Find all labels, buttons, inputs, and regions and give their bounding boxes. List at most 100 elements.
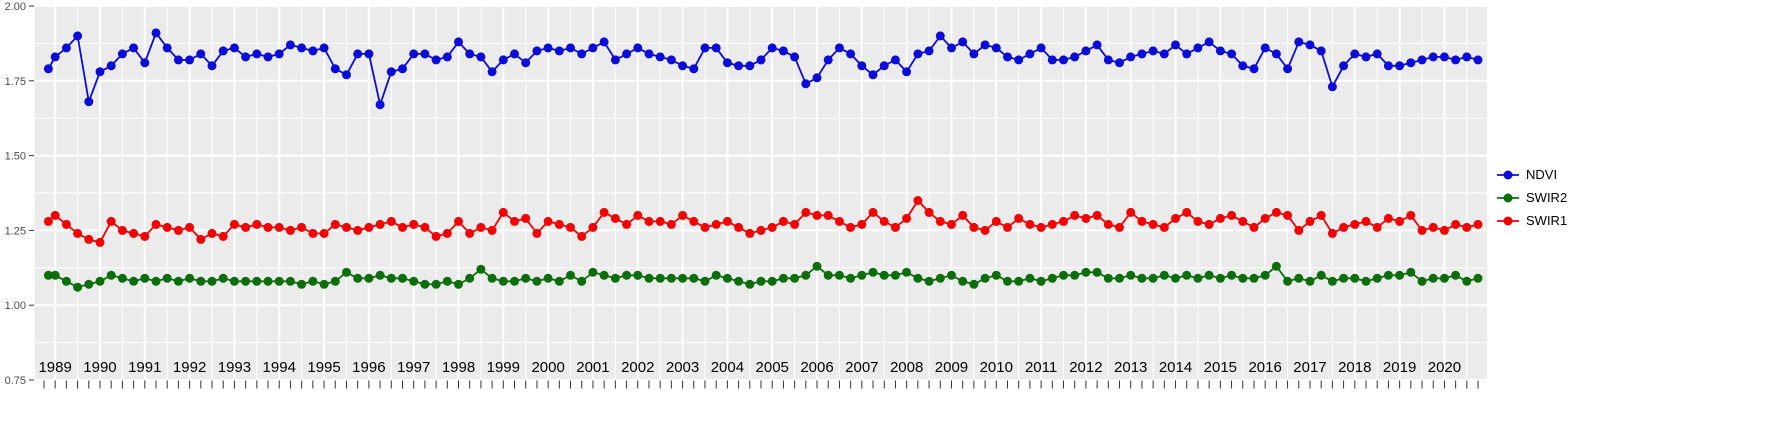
x-tick-label: 2013 [1114,359,1147,376]
series-point-swir2 [61,276,71,286]
series-point-swir1 [1316,210,1326,220]
series-point-swir1 [868,207,878,217]
series-point-swir1 [73,228,83,238]
legend-key-icon [1497,216,1519,226]
series-point-swir2 [308,276,318,286]
series-point-swir2 [263,276,273,286]
series-point-swir1 [297,222,307,232]
series-point-swir2 [801,270,811,280]
series-point-swir1 [1473,219,1483,229]
series-point-ndvi [1451,55,1461,65]
series-point-swir1 [913,196,923,205]
series-point-ndvi [308,46,318,56]
series-point-ndvi [700,43,710,53]
series-point-ndvi [543,43,553,53]
series-point-ndvi [991,43,1001,53]
series-point-ndvi [1271,49,1281,59]
series-point-ndvi [1047,55,1057,65]
series-point-swir2 [1171,273,1180,283]
series-point-swir2 [1451,270,1461,280]
x-tick-label: 2006 [800,359,833,376]
series-point-swir2 [409,276,419,286]
series-point-ndvi [1159,49,1169,59]
series-point-swir1 [342,222,351,232]
series-point-ndvi [196,49,206,59]
series-point-swir1 [1383,213,1393,223]
series-point-ndvi [117,49,127,59]
series-point-ndvi [1126,52,1136,62]
series-point-ndvi [476,52,486,62]
series-point-swir2 [1439,273,1449,283]
legend-key-icon [1497,170,1519,180]
series-point-swir2 [129,276,139,286]
series-point-swir1 [263,222,273,232]
series-point-ndvi [1182,49,1192,59]
series-point-swir2 [140,273,150,283]
series-point-swir1 [655,216,665,226]
series-point-swir1 [1137,216,1147,226]
series-point-ndvi [229,43,239,53]
series-point-swir2 [566,270,575,280]
series-point-ndvi [1014,55,1024,65]
series-point-ndvi [711,43,721,53]
series-point-swir2 [734,276,744,286]
series-point-swir1 [1059,216,1068,226]
series-point-ndvi [442,52,452,62]
series-point-swir1 [95,237,105,247]
series-point-swir2 [1047,273,1057,283]
series-point-swir1 [812,210,822,220]
x-tick-label: 2012 [1069,359,1102,376]
series-point-swir2 [1428,273,1438,283]
series-point-swir1 [364,222,374,232]
x-tick-label: 1994 [263,359,296,376]
series-point-swir1 [1148,219,1158,229]
series-point-ndvi [577,49,587,59]
series-point-ndvi [252,49,262,59]
x-tick-label: 1999 [487,359,520,376]
series-point-swir1 [431,231,441,241]
series-point-ndvi [342,70,351,80]
series-point-ndvi [554,46,564,56]
series-point-ndvi [633,43,643,53]
series-point-swir2 [1271,261,1281,271]
series-point-ndvi [588,43,598,53]
series-point-swir1 [1417,225,1427,235]
x-tick-label: 2003 [666,359,699,376]
y-tick-label: 1.75 [5,76,26,88]
series-point-swir1 [857,219,867,229]
series-point-ndvi [846,49,856,59]
series-point-swir2 [1395,270,1405,280]
series-point-ndvi [622,49,632,59]
series-point-swir2 [207,276,217,286]
x-tick-label: 2009 [935,359,968,376]
series-point-swir1 [734,222,744,232]
series-point-ndvi [834,43,844,53]
series-point-swir1 [162,222,172,232]
series-point-swir1 [129,228,139,238]
series-point-swir1 [454,216,463,226]
series-point-swir2 [1406,267,1416,277]
series-point-swir1 [890,222,900,232]
series-point-swir2 [521,273,531,283]
series-point-swir2 [1182,270,1192,280]
series-point-swir2 [1115,273,1124,283]
series-point-swir1 [1451,219,1461,229]
series-point-ndvi [241,52,251,62]
x-tick-label: 1995 [307,359,340,376]
series-point-ndvi [1395,61,1405,71]
series-point-swir2 [1417,276,1427,286]
series-point-swir1 [1081,213,1091,223]
series-point-ndvi [1406,58,1416,68]
series-point-swir2 [196,276,206,286]
series-point-swir2 [902,267,912,277]
series-point-ndvi [801,79,811,89]
series-point-ndvi [274,49,284,59]
series-point-swir1 [117,225,127,235]
series-point-swir1 [476,222,486,232]
series-point-swir1 [1294,225,1304,235]
series-point-swir2 [812,261,822,271]
series-point-swir1 [958,210,968,220]
x-tick-label: 2018 [1338,359,1371,376]
series-point-swir1 [521,213,531,223]
series-point-ndvi [73,31,83,41]
